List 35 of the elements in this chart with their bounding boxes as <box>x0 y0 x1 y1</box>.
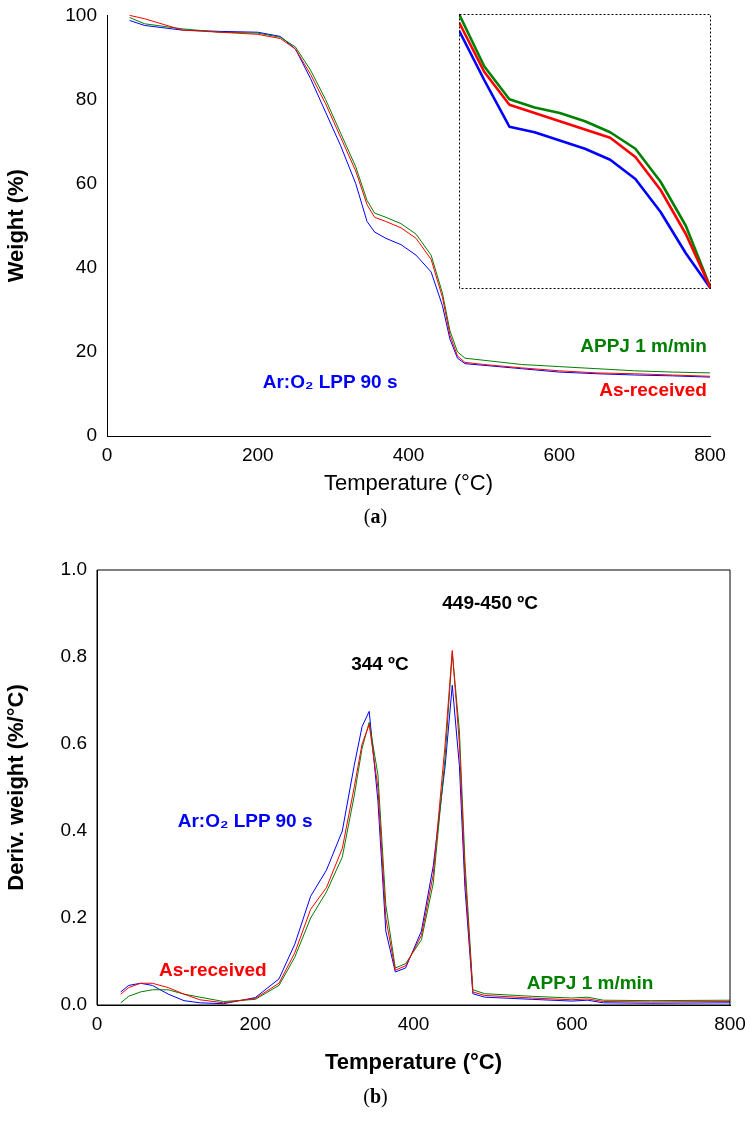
y-tick-label: 1.0 <box>60 558 87 580</box>
y-axis-title: Deriv. weight (%/°C) <box>3 684 29 891</box>
y-tick-label: 0.2 <box>60 906 87 928</box>
x-axis-title: Temperature (°C) <box>324 1048 503 1074</box>
annotation: 449-450 ºC <box>442 592 539 614</box>
series-label: Ar:O₂ LPP 90 s <box>177 810 313 832</box>
text: (a) <box>362 505 389 528</box>
annotation: 344 ºC <box>351 653 410 675</box>
y-tick-label: 100 <box>65 3 97 25</box>
x-tick-label: 400 <box>397 1012 430 1034</box>
y-tick-label: 0.6 <box>60 732 87 754</box>
text: (b) <box>362 1085 389 1108</box>
y-axis-title: Weight (%) <box>3 169 29 283</box>
series-label: As-received <box>158 959 267 981</box>
y-tick-label: 0.8 <box>60 645 87 667</box>
y-tick-label: 80 <box>75 87 97 109</box>
y-tick-label: 20 <box>75 340 97 362</box>
series-label: As-received <box>599 379 707 401</box>
x-tick-label: 800 <box>714 1012 746 1034</box>
x-tick-label: 200 <box>241 443 274 465</box>
x-tick-label: 600 <box>543 443 576 465</box>
x-tick-label: 200 <box>239 1012 272 1034</box>
y-tick-label: 0.0 <box>60 993 87 1015</box>
y-tick-label: 60 <box>75 171 97 193</box>
x-tick-label: 400 <box>392 443 425 465</box>
y-tick-label: 0.4 <box>60 819 88 841</box>
series-label: APPJ 1 m/min <box>580 334 707 356</box>
series-label: APPJ 1 m/min <box>526 972 654 994</box>
y-tick-label: 40 <box>75 255 97 277</box>
y-tick-label: 0 <box>86 424 97 446</box>
x-axis-title: Temperature (°C) <box>324 469 493 495</box>
text: Ar:O₂ LPP 90 s <box>262 371 398 393</box>
x-tick-label: 800 <box>694 443 726 465</box>
x-tick-label: 600 <box>555 1012 588 1034</box>
x-tick-label: 0 <box>101 443 113 465</box>
